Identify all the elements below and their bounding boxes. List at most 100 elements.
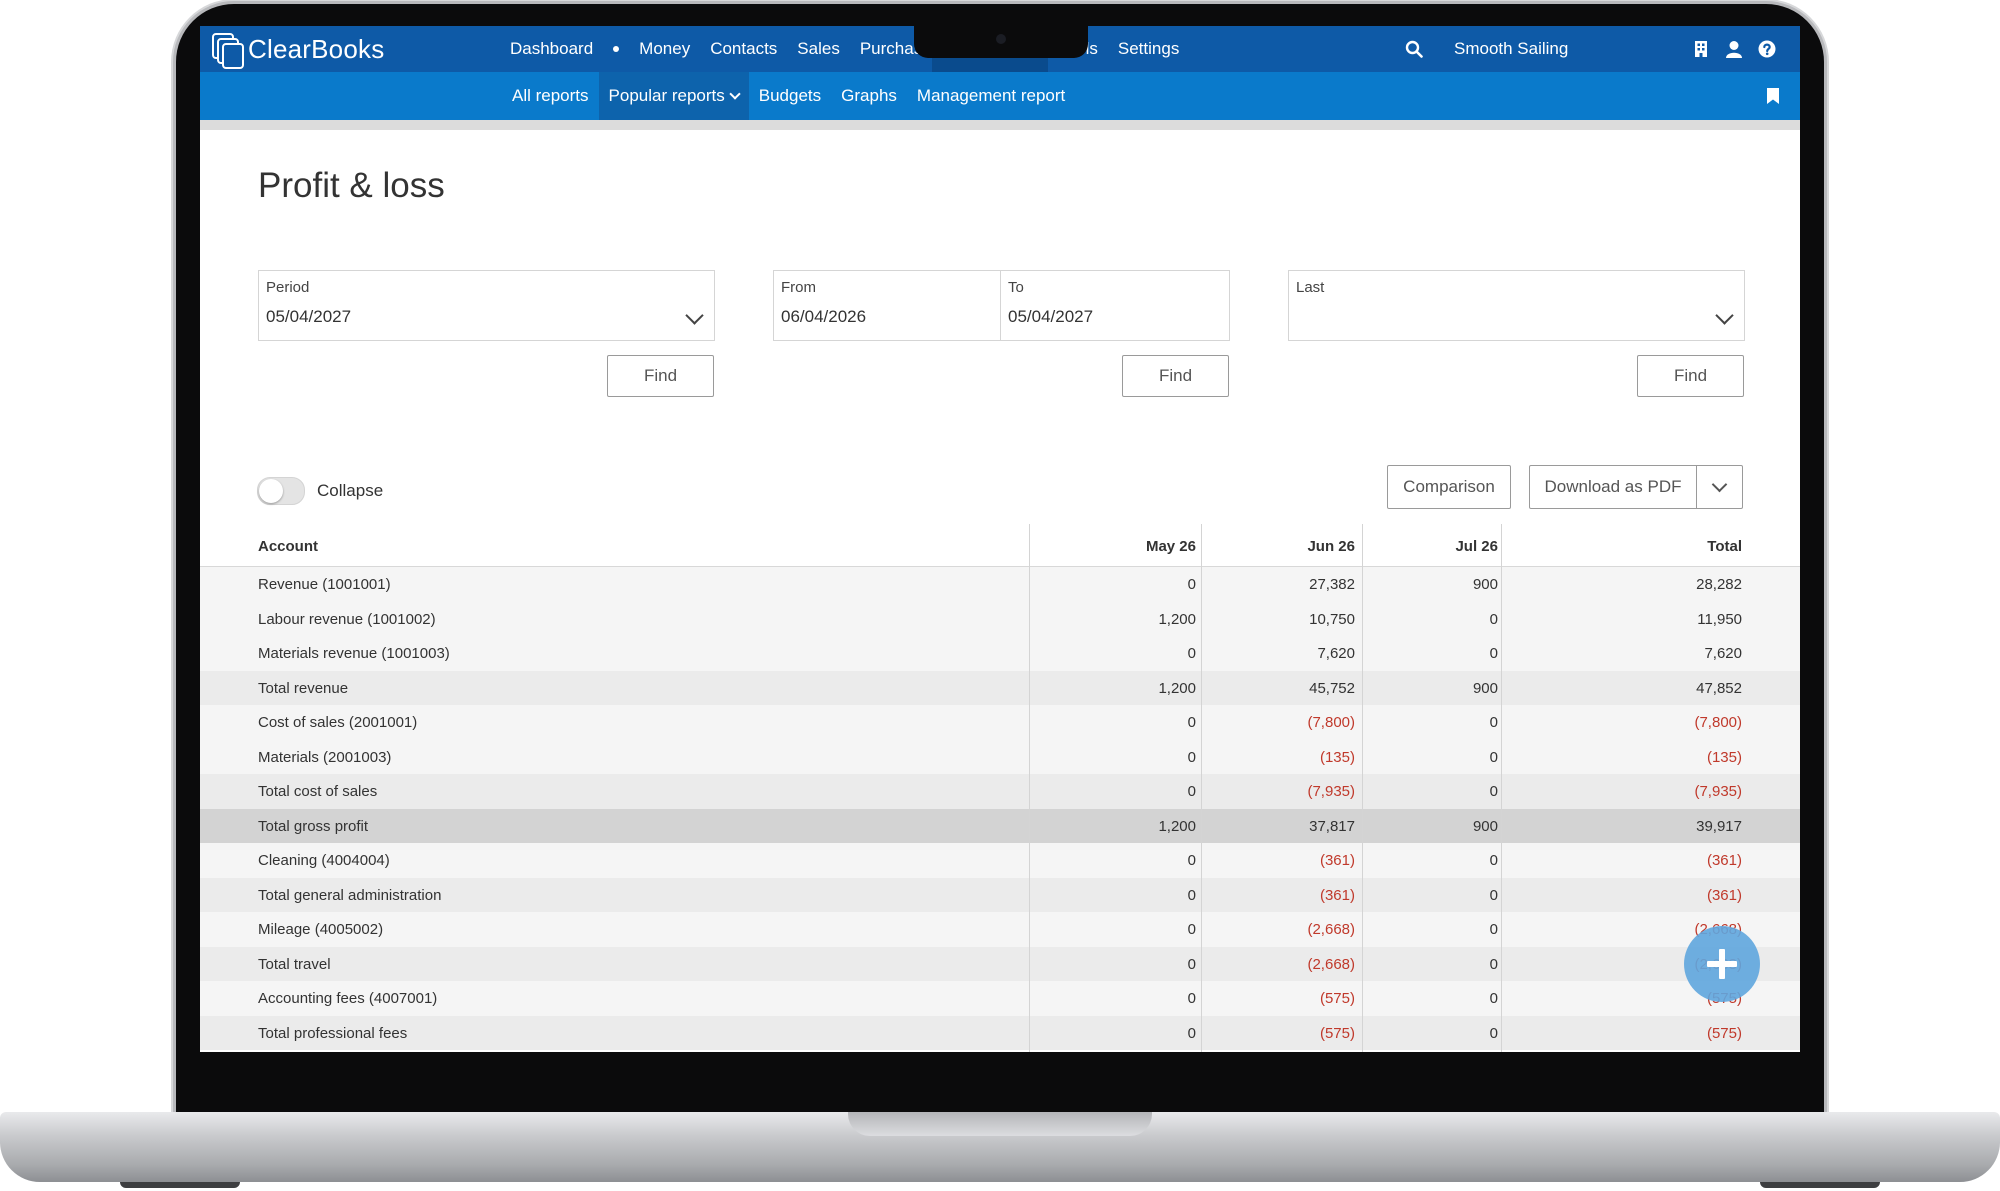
clearbooks-logo[interactable]: ClearBooks — [212, 32, 384, 69]
collapse-toggle[interactable] — [257, 477, 305, 505]
period-find-button[interactable]: Find — [607, 355, 714, 397]
nav-contacts[interactable]: Contacts — [710, 39, 778, 58]
amount-total[interactable]: 47,852 — [1696, 679, 1742, 697]
amount-total[interactable]: (7,800) — [1694, 714, 1742, 731]
nav-dashboard[interactable]: Dashboard — [510, 39, 594, 58]
subnav-budgets[interactable]: Budgets — [758, 86, 822, 105]
account-name[interactable]: Labour revenue (1001002) — [258, 610, 436, 628]
subnav-all-reports[interactable]: All reports — [512, 86, 589, 105]
amount-jul-26[interactable]: 0 — [1489, 955, 1498, 973]
amount-jul-26[interactable]: 0 — [1489, 990, 1498, 1007]
table-row[interactable]: Labour revenue (1001002) 1,200 10,750 0 11,9… — [200, 601, 1800, 636]
add-button[interactable] — [1684, 926, 1760, 1002]
account-name[interactable]: Total gross profit — [258, 817, 369, 835]
amount-may-26[interactable]: 0 — [1187, 921, 1196, 938]
amount-jun-26[interactable]: (575) — [1319, 990, 1355, 1007]
user-icon[interactable] — [1725, 40, 1743, 58]
account-name[interactable]: Total revenue — [258, 679, 349, 697]
account-name[interactable]: Revenue (1001001) — [258, 576, 391, 593]
bookmark-icon[interactable] — [1766, 87, 1780, 105]
account-name[interactable]: Total professional fees — [258, 1024, 408, 1042]
table-row[interactable]: Total revenue 1,200 45,752 900 47,852 — [200, 670, 1800, 705]
amount-may-26[interactable]: 0 — [1187, 1024, 1196, 1042]
subnav-management-report[interactable]: Management report — [916, 86, 1066, 105]
amount-total[interactable]: (575) — [1706, 1024, 1742, 1042]
amount-jul-26[interactable]: 900 — [1472, 679, 1498, 697]
subnav-graphs[interactable]: Graphs — [841, 86, 897, 105]
account-name[interactable]: Accounting fees (4007001) — [258, 990, 438, 1007]
amount-may-26[interactable]: 0 — [1187, 852, 1196, 869]
amount-jul-26[interactable]: 0 — [1489, 783, 1498, 800]
amount-jun-26[interactable]: (135) — [1319, 748, 1355, 766]
amount-total[interactable]: 7,620 — [1704, 645, 1742, 662]
amount-jul-26[interactable]: 0 — [1489, 714, 1498, 731]
amount-may-26[interactable]: 0 — [1187, 714, 1196, 731]
amount-total[interactable]: (7,935) — [1694, 783, 1742, 800]
last-find-button[interactable]: Find — [1637, 355, 1744, 397]
amount-total[interactable]: (361) — [1706, 886, 1742, 904]
comparison-button[interactable]: Comparison — [1387, 465, 1511, 509]
amount-may-26[interactable]: 0 — [1187, 783, 1196, 800]
nav-sales[interactable]: Sales — [797, 39, 840, 58]
table-row[interactable]: Revenue (1001001) 0 27,382 900 28,282 — [200, 567, 1800, 602]
amount-total[interactable]: 11,950 — [1697, 610, 1742, 628]
amount-jun-26[interactable]: (7,935) — [1307, 783, 1355, 800]
amount-may-26[interactable]: 1,200 — [1158, 817, 1196, 835]
account-name[interactable]: Cost of sales (2001001) — [258, 714, 418, 731]
table-row[interactable]: Total professional fees 0 (575) 0 (575) — [200, 1015, 1800, 1050]
last-select[interactable]: Last — [1288, 270, 1745, 341]
to-date-field[interactable]: To 05/04/2027 — [1000, 270, 1230, 341]
table-row[interactable]: Mileage (4005002)0(2,668)0(2,668) — [200, 912, 1800, 947]
building-icon[interactable] — [1692, 40, 1710, 58]
account-name[interactable]: Cleaning (4004004) — [258, 852, 390, 869]
nav-purchases[interactable]: Purchas — [859, 39, 923, 58]
subnav-popular-reports[interactable]: Popular reports — [598, 72, 749, 120]
amount-total[interactable]: 39,917 — [1696, 817, 1742, 835]
amount-jul-26[interactable]: 0 — [1489, 748, 1498, 766]
table-row[interactable]: Cost of sales (2001001) 0 (7,800) 0 (7,800) — [200, 705, 1800, 740]
amount-may-26[interactable]: 0 — [1187, 576, 1196, 593]
amount-jul-26[interactable]: 0 — [1489, 645, 1498, 662]
account-name[interactable]: Materials revenue (1001003) — [258, 645, 450, 662]
table-row[interactable]: Total gross profit 1,200 37,817 900 39,917 — [200, 808, 1800, 843]
download-options-button[interactable] — [1697, 465, 1743, 509]
amount-jun-26[interactable]: (7,800) — [1307, 714, 1355, 731]
help-icon[interactable] — [1758, 40, 1776, 58]
amount-jun-26[interactable]: 10,750 — [1309, 610, 1355, 628]
amount-may-26[interactable]: 0 — [1187, 748, 1196, 766]
account-name[interactable]: Total cost of sales — [258, 783, 378, 800]
amount-may-26[interactable]: 0 — [1187, 645, 1196, 662]
table-row[interactable]: Materials (2001003) 0 (135) 0 (135) — [200, 739, 1800, 774]
range-find-button[interactable]: Find — [1122, 355, 1229, 397]
amount-jun-26[interactable]: 7,620 — [1317, 645, 1355, 662]
amount-jun-26[interactable]: (575) — [1319, 1024, 1355, 1042]
account-name[interactable]: Total travel — [258, 955, 331, 973]
amount-may-26[interactable]: 0 — [1187, 886, 1196, 904]
company-name[interactable]: Smooth Sailing — [1454, 39, 1569, 58]
amount-jun-26[interactable]: 45,752 — [1309, 679, 1355, 697]
amount-jul-26[interactable]: 0 — [1489, 852, 1498, 869]
period-select[interactable]: Period 05/04/2027 — [258, 270, 715, 341]
nav-money[interactable]: Money — [639, 39, 691, 58]
amount-total[interactable]: 28,282 — [1696, 576, 1742, 593]
table-row[interactable]: Total general administration 0 (361) 0 (361) — [200, 877, 1800, 912]
amount-may-26[interactable]: 1,200 — [1158, 610, 1196, 628]
amount-jun-26[interactable]: (2,668) — [1307, 955, 1355, 973]
amount-jul-26[interactable]: 0 — [1489, 1024, 1498, 1042]
table-row[interactable]: Cleaning (4004004) 0 (361) 0 (361) — [200, 843, 1800, 878]
account-name[interactable]: Materials (2001003) — [258, 748, 392, 766]
amount-jun-26[interactable]: (361) — [1319, 852, 1355, 869]
search-icon[interactable] — [1405, 40, 1423, 58]
account-name[interactable]: Mileage (4005002) — [258, 921, 384, 938]
table-row[interactable]: Total cost of sales 0 (7,935) 0 (7,935) — [200, 774, 1800, 809]
amount-jul-26[interactable]: 0 — [1489, 921, 1498, 938]
amount-may-26[interactable]: 0 — [1187, 990, 1196, 1007]
nav-settings[interactable]: Settings — [1117, 39, 1180, 58]
amount-may-26[interactable]: 1,200 — [1158, 679, 1196, 697]
table-row[interactable]: Materials revenue (1001003) 0 7,620 0 7,620 — [200, 636, 1800, 671]
from-date-field[interactable]: From 06/04/2026 — [773, 270, 1002, 341]
amount-jun-26[interactable]: 27,382 — [1309, 576, 1355, 593]
amount-jul-26[interactable]: 0 — [1489, 610, 1498, 628]
download-pdf-button[interactable]: Download as PDF — [1529, 465, 1697, 509]
